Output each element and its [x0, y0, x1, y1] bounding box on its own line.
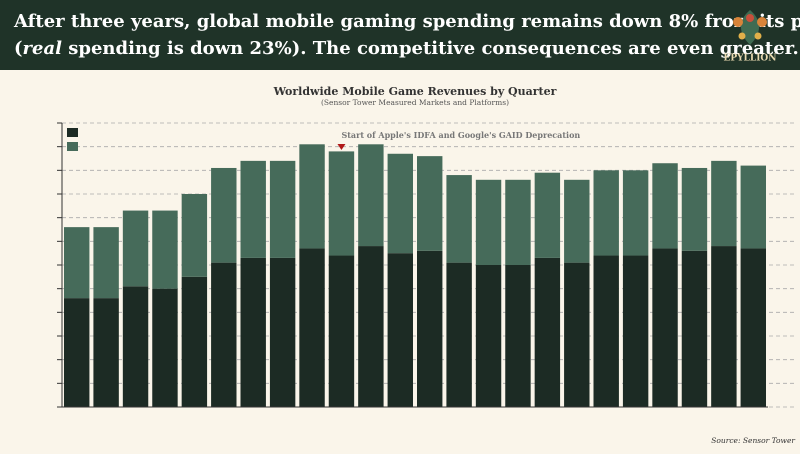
bar-segment: [211, 262, 237, 407]
bar-segment: [240, 257, 266, 407]
bar-segment: [64, 227, 90, 299]
bar-segment: [64, 298, 90, 407]
bar-segment: [564, 262, 590, 407]
source: Source: Sensor Tower: [711, 436, 795, 445]
logo-text: EPYLLION: [724, 54, 777, 64]
bar-segment: [711, 160, 737, 247]
bar-segment: [652, 163, 678, 249]
bar-segment: [505, 179, 531, 265]
legend-swatch: [67, 142, 78, 151]
headline-part: (: [14, 38, 23, 59]
bar-segment: [358, 246, 384, 407]
bar-segment: [358, 144, 384, 247]
bar-segment: [622, 170, 649, 256]
bar-segment: [681, 250, 708, 407]
logo-icon: [733, 10, 767, 45]
bar-segment: [152, 288, 178, 407]
bar-segment: [328, 151, 355, 256]
bar-segment: [446, 262, 472, 407]
header-band: [0, 0, 800, 70]
bar-segment: [652, 248, 678, 407]
bar-segment: [152, 210, 178, 289]
annotation-marker: [337, 144, 346, 150]
bar-segment: [505, 265, 531, 407]
bar-segment: [564, 179, 590, 263]
bar-segment: [211, 167, 237, 263]
bar-segment: [328, 255, 355, 407]
bar-segment: [387, 153, 413, 254]
bar-segment: [387, 253, 413, 407]
bar-segment: [181, 276, 208, 407]
bar-segment: [475, 265, 502, 407]
bar-segment: [475, 179, 502, 265]
annotation: Start of Apple's IDFA and Google's GAID …: [341, 130, 580, 140]
headline-italic: real: [23, 38, 63, 59]
bar-segment: [711, 246, 737, 407]
chart-title: Worldwide Mobile Game Revenues by Quarte…: [273, 85, 557, 98]
bar-segment: [446, 175, 472, 263]
bar-segment: [299, 144, 325, 249]
bar-segment: [181, 194, 208, 277]
headline-part: spending is down 23%). The competitive c…: [62, 38, 800, 59]
bar-segment: [299, 248, 325, 407]
bar-segment: [534, 172, 561, 258]
bar-segment: [93, 227, 119, 299]
headline-1: After three years, global mobile gaming …: [13, 11, 800, 32]
legend-swatch: [67, 128, 78, 137]
headline-2: (real spending is down 23%). The competi…: [14, 38, 800, 59]
bar-segment: [269, 160, 296, 258]
bar-segment: [122, 210, 149, 287]
bar-segment: [93, 298, 119, 407]
bar-segment: [740, 165, 766, 249]
bar-segment: [681, 167, 708, 251]
bar-segment: [622, 255, 649, 407]
bar-segment: [417, 250, 443, 407]
chart-subtitle: (Sensor Tower Measured Markets and Platf…: [321, 98, 509, 107]
bar-segment: [269, 257, 296, 407]
bar-segment: [740, 248, 766, 407]
bar-segment: [122, 286, 149, 407]
bar-segment: [534, 257, 561, 407]
bar-segment: [240, 160, 266, 258]
bar-segment: [593, 255, 619, 407]
bar-segment: [417, 156, 443, 251]
bar-segment: [593, 170, 619, 256]
